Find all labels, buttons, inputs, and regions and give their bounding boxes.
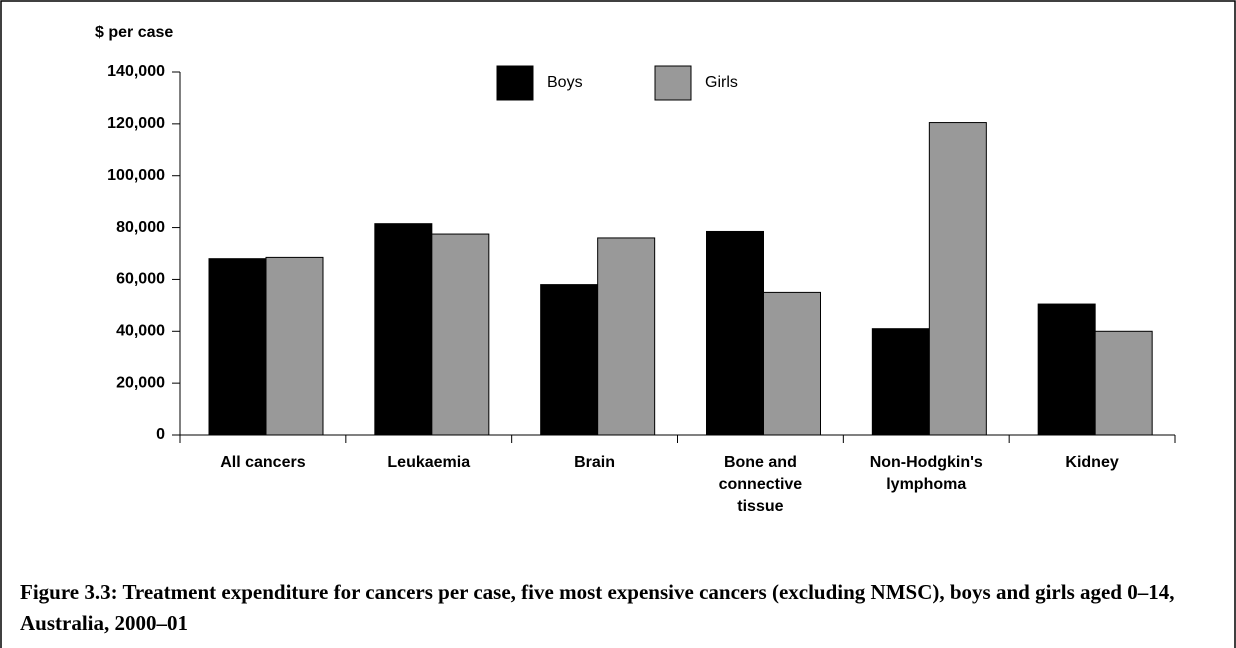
y-tick-label: 60,000 [116,271,165,288]
y-tick-label: 80,000 [116,219,165,236]
bar [597,237,656,436]
bar [431,233,490,436]
x-tick-label: All cancers [220,454,306,471]
x-tick-label: Bone and connective tissue [718,454,803,515]
legend-label: Girls [705,74,738,91]
caption: Figure 3.3: Treatment expenditure for ca… [20,580,1175,635]
bar [374,223,433,436]
legend-label: Boys [547,74,583,91]
bar [1037,303,1096,436]
y-tick-label: 140,000 [107,63,165,80]
x-tick-label: Leukaemia [387,454,471,471]
y-tick-label: 120,000 [107,115,165,132]
legend-swatch [654,65,692,101]
y-tick-label: 100,000 [107,167,165,184]
bar [763,291,821,436]
bar [1094,330,1153,436]
x-tick-label: Kidney [1065,454,1119,471]
bar [706,230,764,436]
legend-swatch [496,65,534,101]
bar [540,284,599,436]
bar [928,122,987,436]
y-tick-label: 20,000 [116,374,165,391]
y-tick-label: 0 [156,426,165,443]
bar [265,256,324,436]
y-axis-label: $ per case [95,24,173,41]
x-tick-label: Non-Hodgkin's lymphoma [869,454,983,493]
bar [871,328,930,436]
x-tick-label: Brain [574,454,616,471]
y-tick-label: 40,000 [116,323,165,340]
bar [208,258,267,436]
